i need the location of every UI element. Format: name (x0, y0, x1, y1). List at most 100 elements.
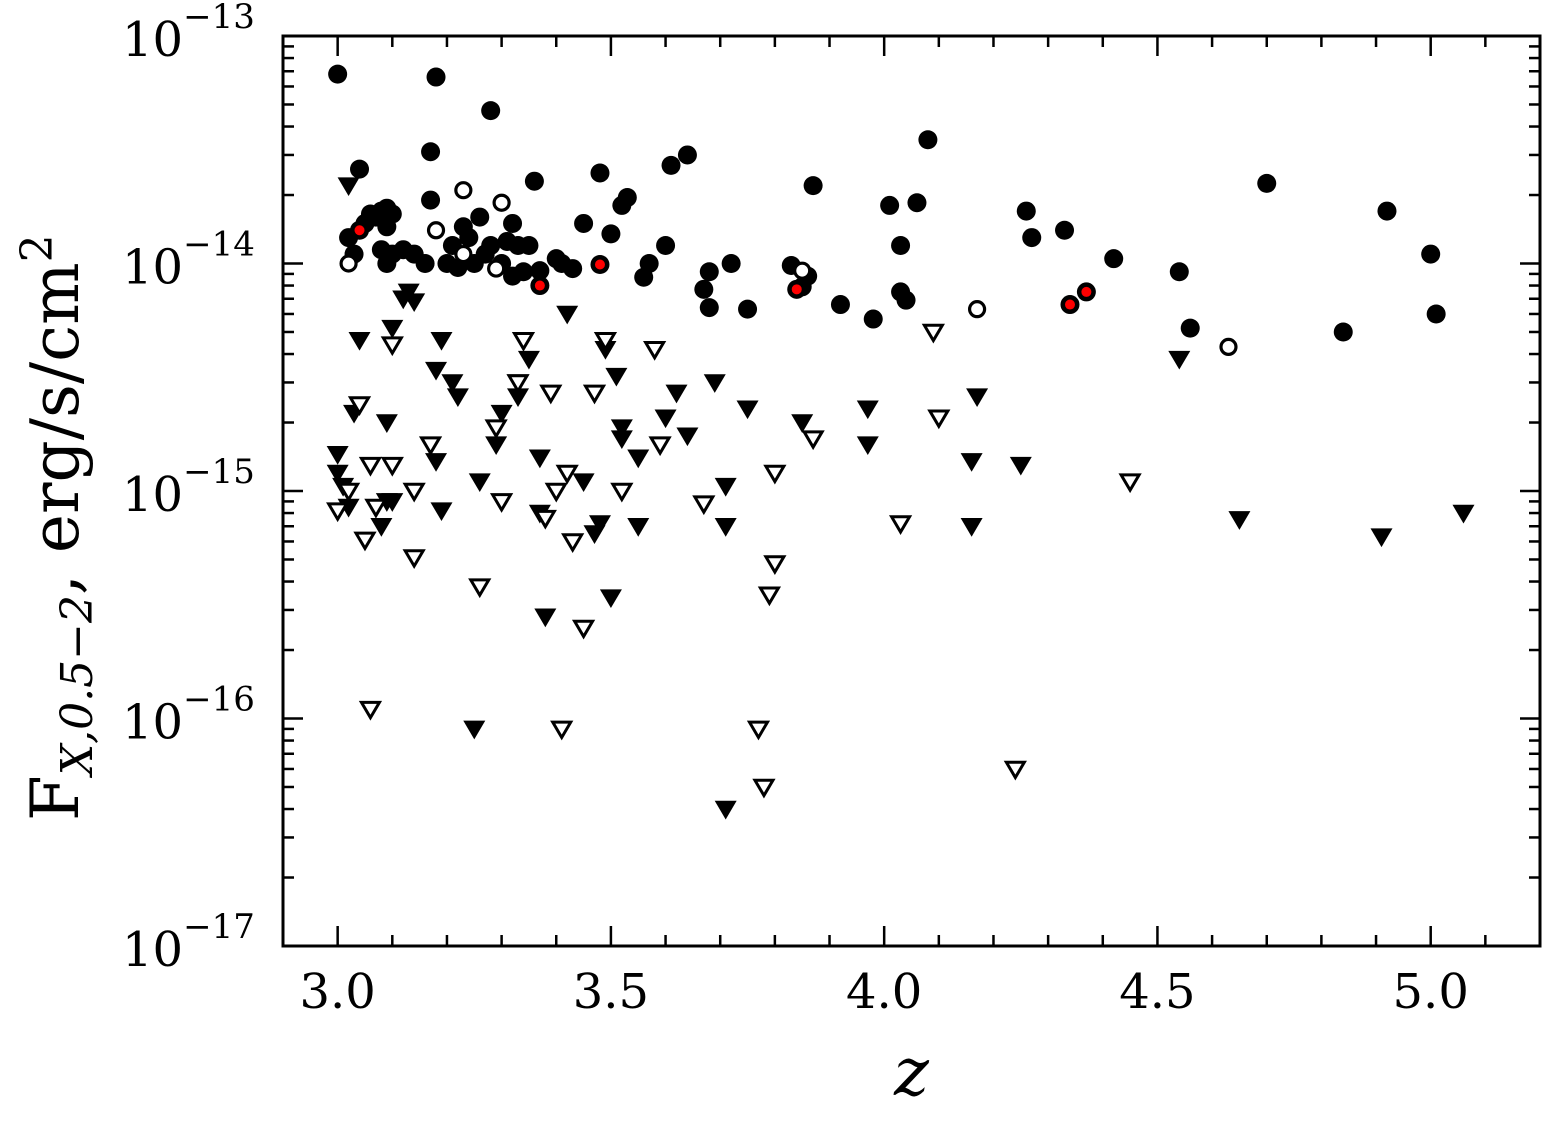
detection-point (470, 207, 490, 227)
detection-point (519, 235, 539, 255)
upper-limit-marker-open (582, 384, 607, 405)
upper-limit-marker-open (921, 323, 945, 344)
upper-limit-marker-open (358, 456, 383, 477)
upper-limit-marker-open (539, 384, 563, 405)
upper-limit-marker (441, 374, 464, 393)
detection-point (1333, 322, 1353, 342)
upper-limit-marker-open (648, 436, 672, 457)
detection-point (1022, 228, 1042, 248)
upper-limit-marker-open (364, 498, 388, 519)
upper-limit-marker-open (763, 555, 787, 576)
upper-limit-marker (1370, 528, 1393, 548)
y-tick-label: 10−13 (122, 0, 255, 68)
detection-point (377, 254, 397, 273)
detection-point (1169, 262, 1189, 282)
x-tick-label: 3.5 (573, 964, 649, 1020)
upper-limit-marker-open (468, 578, 492, 599)
detection-point (563, 259, 583, 279)
upper-limit-marker (856, 400, 879, 420)
y-axis-title-superscript: 2 (12, 234, 63, 262)
upper-limit-marker (791, 414, 814, 433)
upper-limit-marker (381, 493, 404, 512)
detection-point (1104, 249, 1124, 269)
highlight-center (1081, 286, 1092, 297)
upper-limit-marker (676, 427, 699, 447)
upper-limit-marker (446, 388, 469, 408)
detection-point (1377, 201, 1397, 221)
detection-point (574, 213, 594, 233)
upper-limit-marker (403, 293, 426, 313)
detection-point (863, 309, 883, 329)
upper-limit-marker (654, 409, 677, 429)
detection-point (1426, 304, 1446, 324)
upper-limit-marker-open (489, 493, 514, 513)
detection-point (694, 279, 714, 299)
detection-point (1180, 318, 1200, 338)
y-axis-title-subscript: X,0.5−2 (52, 595, 103, 778)
detection-point (891, 235, 911, 255)
detection-point (530, 261, 550, 281)
upper-limit-marker-open (561, 533, 585, 553)
upper-limit-marker (703, 374, 726, 393)
upper-limit-marker-open (643, 340, 667, 361)
upper-limit-marker (665, 384, 688, 404)
upper-limit-marker-open (506, 374, 530, 394)
upper-limit-marker-open (927, 409, 951, 430)
upper-limit-marker (960, 517, 983, 537)
y-axis-title: FX,0.5−2, erg/s/cm2 (12, 234, 103, 821)
upper-limit-marker (1452, 504, 1475, 524)
y-axis-title-units: , erg/s/cm (17, 262, 94, 595)
highlight-center (354, 225, 365, 236)
detection-point-open (454, 244, 473, 264)
detection-point (328, 64, 348, 84)
detection-point-open (426, 221, 446, 240)
detection-point (803, 176, 823, 196)
x-tick-label: 5.0 (1393, 964, 1469, 1020)
upper-limit-marker-open (418, 436, 443, 457)
upper-limit-marker (599, 589, 622, 609)
upper-limit-marker (714, 477, 737, 497)
detection-point (918, 130, 938, 150)
upper-limit-marker-open (544, 482, 568, 503)
x-axis-title: z (893, 1034, 930, 1111)
detection-point (377, 217, 397, 237)
upper-limit-marker (468, 473, 491, 493)
upper-limit-marker (966, 388, 989, 408)
upper-limit-marker (1168, 350, 1191, 370)
upper-limit-marker-open (555, 464, 579, 485)
upper-limit-marker-open (358, 700, 383, 721)
highlight-center (791, 284, 802, 295)
upper-limit-marker (507, 388, 530, 408)
detection-point (907, 193, 927, 213)
upper-limit-marker (714, 517, 737, 537)
detection-point (524, 171, 544, 191)
upper-limit-marker-open (402, 549, 426, 570)
y-tick-label: 10−15 (122, 452, 255, 523)
upper-limit-marker (610, 419, 633, 439)
upper-limit-marker (605, 367, 628, 387)
detection-point-open (1219, 337, 1238, 356)
detection-point (421, 142, 441, 162)
upper-limit-marker (517, 350, 540, 370)
upper-limit-marker-open (336, 482, 361, 503)
x-tick-label: 4.0 (846, 964, 922, 1020)
detection-point (421, 190, 441, 210)
upper-limit-marker (337, 177, 360, 197)
detection-point (721, 254, 741, 273)
detection-point (880, 195, 900, 215)
detection-point (481, 101, 501, 121)
upper-limit-marker-open (380, 456, 404, 477)
upper-limit-marker (425, 361, 448, 381)
detection-point (415, 254, 435, 273)
detection-point (503, 213, 523, 233)
detection-point (639, 254, 659, 273)
detection-point (1055, 220, 1075, 240)
upper-limit-marker-open (757, 586, 782, 607)
upper-limit-marker-open (380, 336, 404, 357)
upper-limit-marker (1228, 511, 1251, 530)
upper-limit-marker (397, 283, 420, 303)
upper-limit-marker-open (484, 419, 508, 440)
y-tick-label: 10−16 (122, 680, 255, 751)
upper-limit-marker (572, 473, 595, 493)
